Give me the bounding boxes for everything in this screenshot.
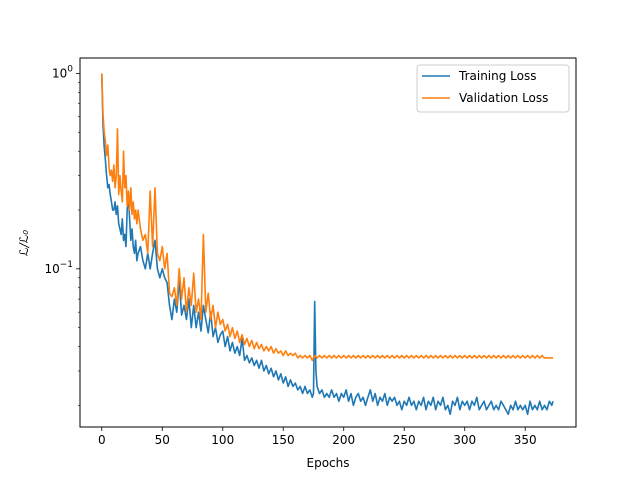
x-tick-label: 250	[393, 433, 416, 447]
legend-box	[416, 64, 570, 113]
x-tick-label: 300	[453, 433, 476, 447]
x-axis: 0 50 100 150 200 250 300 350	[98, 427, 537, 447]
x-tick-label: 50	[155, 433, 170, 447]
series-line-validation-loss	[100, 73, 554, 362]
y-axis-label: ℒ/ℒ₀	[17, 230, 31, 256]
x-tick-label: 350	[514, 433, 537, 447]
x-tick-label: 100	[211, 433, 234, 447]
x-tick-label: 150	[272, 433, 295, 447]
legend-label-training: Training Loss	[458, 69, 536, 83]
y-axis: 100 10−1	[44, 64, 80, 406]
y-tick-label: 10−1	[44, 260, 73, 276]
axes-frame	[79, 57, 577, 428]
legend-label-validation: Validation Loss	[459, 91, 548, 105]
x-tick-label: 200	[332, 433, 355, 447]
y-tick-label: 100	[52, 64, 73, 80]
legend: Training Loss Validation Loss	[416, 64, 570, 113]
x-axis-label: Epochs	[307, 456, 350, 470]
x-tick-label: 0	[98, 433, 106, 447]
plot-area	[100, 73, 554, 416]
